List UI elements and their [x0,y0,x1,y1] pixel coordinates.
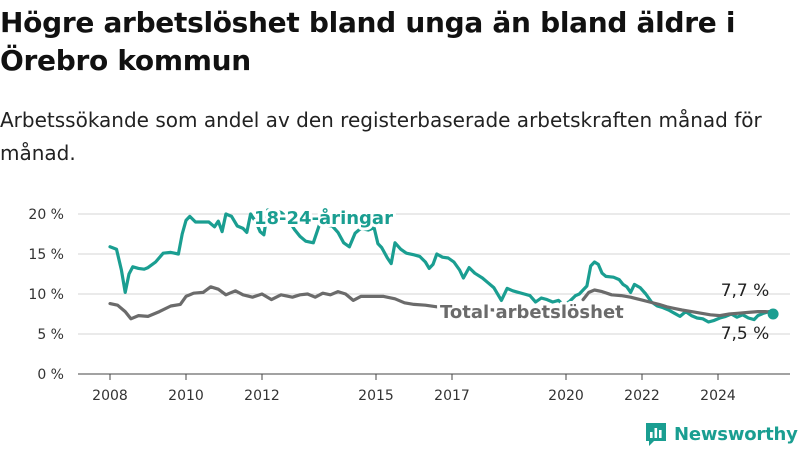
y-tick-label: 15 % [28,247,64,263]
end-value-label-youth: 7,5 % [721,324,770,344]
x-axis: 2008 2010 2012 2015 2017 2020 2022 2024 [92,374,736,404]
y-tick-label: 5 % [37,327,64,343]
chart-title: Högre arbetslöshet bland unga än bland ä… [0,6,736,77]
newsworthy-logo: Newsworthy [644,420,798,448]
youth-end-point [767,308,779,320]
x-tick-label: 2012 [244,388,280,404]
gridlines [78,213,790,375]
series-line-youth [108,208,775,324]
series-label-total: Total arbetslöshet [440,302,624,323]
y-tick-label: 20 % [28,207,64,223]
y-tick-label: 10 % [28,287,64,303]
x-tick-label: 2024 [700,388,736,404]
series-line-total [581,288,775,318]
chart-subtitle: Arbetssökande som andel av den registerb… [0,108,762,165]
x-tick-label: 2020 [548,388,584,404]
series-label-total-halo: Total arbetslöshet [440,302,624,323]
brand-name: Newsworthy [674,423,798,445]
end-value-label-total: 7,7 % [721,281,770,301]
x-tick-label: 2015 [358,388,394,404]
x-tick-label: 2022 [624,388,660,404]
series-label-youth-halo: 18-24-åringar [254,207,393,229]
y-tick-label: 0 % [37,367,64,383]
series-lines [108,208,779,324]
series-label-youth: 18-24-åringar [254,207,393,229]
y-axis: 0 % 5 % 10 % 15 % 20 % [28,207,64,383]
x-tick-label: 2008 [92,388,128,404]
series-line-total [108,285,585,321]
x-tick-label: 2017 [434,388,470,404]
x-tick-label: 2010 [168,388,204,404]
bar-chart-icon [646,423,666,446]
